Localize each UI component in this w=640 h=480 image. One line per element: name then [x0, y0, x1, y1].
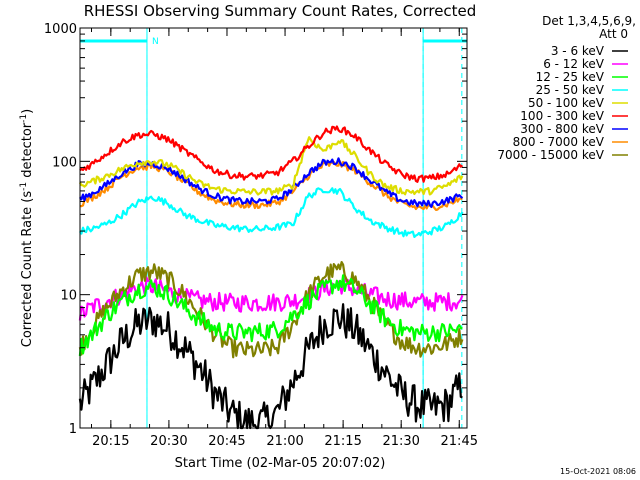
legend-label-6: 300 - 800 keV	[520, 122, 604, 136]
legend-label-4: 50 - 100 keV	[528, 96, 605, 110]
y-axis-label-part-1: Corrected Count Rate (s	[20, 191, 35, 348]
legend-label-0: 3 - 6 keV	[551, 44, 605, 58]
series-100-300-kev	[79, 125, 464, 183]
chart-title: RHESSI Observing Summary Count Rates, Co…	[84, 2, 477, 20]
legend-label-8: 7000 - 15000 keV	[497, 148, 604, 162]
y-tick-label-2: 100	[52, 155, 77, 170]
x-tick-label-2: 20:45	[208, 434, 245, 449]
night-flag-label: N	[152, 37, 159, 47]
x-tick-label-5: 21:30	[382, 434, 419, 449]
legend-label-7: 800 - 7000 keV	[513, 135, 605, 149]
x-tick-label-0: 20:15	[92, 434, 129, 449]
legend-label-3: 25 - 50 keV	[536, 83, 605, 97]
x-axis-label: Start Time (02-Mar-05 20:07:02)	[175, 456, 386, 471]
y-tick-label-1: 10	[60, 289, 77, 304]
y-tick-label-3: 1000	[44, 22, 77, 37]
x-tick-label-4: 21:15	[324, 434, 361, 449]
x-tick-label-6: 21:45	[441, 434, 478, 449]
timestamp: 15-Oct-2021 08:06	[560, 467, 636, 476]
series-300-800-kev	[79, 157, 464, 208]
x-tick-label-1: 20:30	[150, 434, 187, 449]
series-layer	[78, 125, 464, 430]
y-tick-label-0: 1	[69, 422, 77, 437]
legend-label-1: 6 - 12 keV	[543, 57, 605, 71]
legend-header-line-2: Att 0	[599, 27, 628, 41]
series-7000-15000-kev	[78, 261, 464, 359]
series-25-50-kev	[78, 187, 464, 238]
y-axis-label-part-3: )	[20, 109, 35, 114]
legend-label-2: 12 - 25 keV	[536, 70, 605, 84]
y-axis-label-superscript-1: -1	[19, 182, 29, 191]
y-axis-label-part-2: detector	[20, 122, 35, 182]
series-50-100-kev	[78, 136, 464, 196]
series-6-12-kev	[78, 276, 464, 321]
marker-layer	[146, 28, 463, 428]
legend-header-line-1: Det 1,3,4,5,6,9,	[542, 14, 636, 28]
legend-label-5: 100 - 300 keV	[520, 109, 604, 123]
series-12-25-kev	[78, 274, 463, 357]
tick-layer: 20:15 20:30 20:45 21:00 21:15 21:30 21:45 1 10 10…	[44, 22, 478, 449]
x-tick-label-3: 21:00	[266, 434, 303, 449]
series-3-6-kev	[78, 303, 463, 430]
y-axis-label: Corrected Count Rate (s-1 detector-1)	[19, 109, 35, 347]
y-axis-label-superscript-2: -1	[19, 114, 29, 123]
plot-frame	[79, 27, 468, 429]
